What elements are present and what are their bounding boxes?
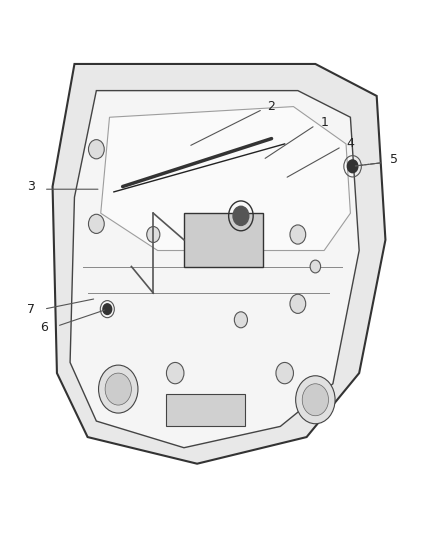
- Text: 4: 4: [346, 138, 354, 150]
- Circle shape: [310, 260, 321, 273]
- Text: 1: 1: [320, 116, 328, 129]
- Circle shape: [302, 384, 328, 416]
- Text: 7: 7: [27, 303, 35, 316]
- Bar: [166, 394, 245, 426]
- Circle shape: [99, 365, 138, 413]
- Circle shape: [276, 362, 293, 384]
- Circle shape: [88, 140, 104, 159]
- Text: 2: 2: [268, 100, 276, 113]
- Bar: [184, 213, 263, 266]
- Circle shape: [88, 214, 104, 233]
- Circle shape: [290, 225, 306, 244]
- Circle shape: [103, 304, 112, 314]
- Polygon shape: [53, 64, 385, 464]
- Circle shape: [147, 227, 160, 243]
- Circle shape: [234, 312, 247, 328]
- Polygon shape: [101, 107, 350, 251]
- Circle shape: [347, 160, 358, 173]
- Circle shape: [166, 362, 184, 384]
- Text: 5: 5: [390, 154, 398, 166]
- Text: 6: 6: [40, 321, 48, 334]
- Circle shape: [105, 373, 131, 405]
- Circle shape: [233, 206, 249, 225]
- Polygon shape: [70, 91, 359, 448]
- Circle shape: [290, 294, 306, 313]
- Text: 3: 3: [27, 180, 35, 193]
- Circle shape: [296, 376, 335, 424]
